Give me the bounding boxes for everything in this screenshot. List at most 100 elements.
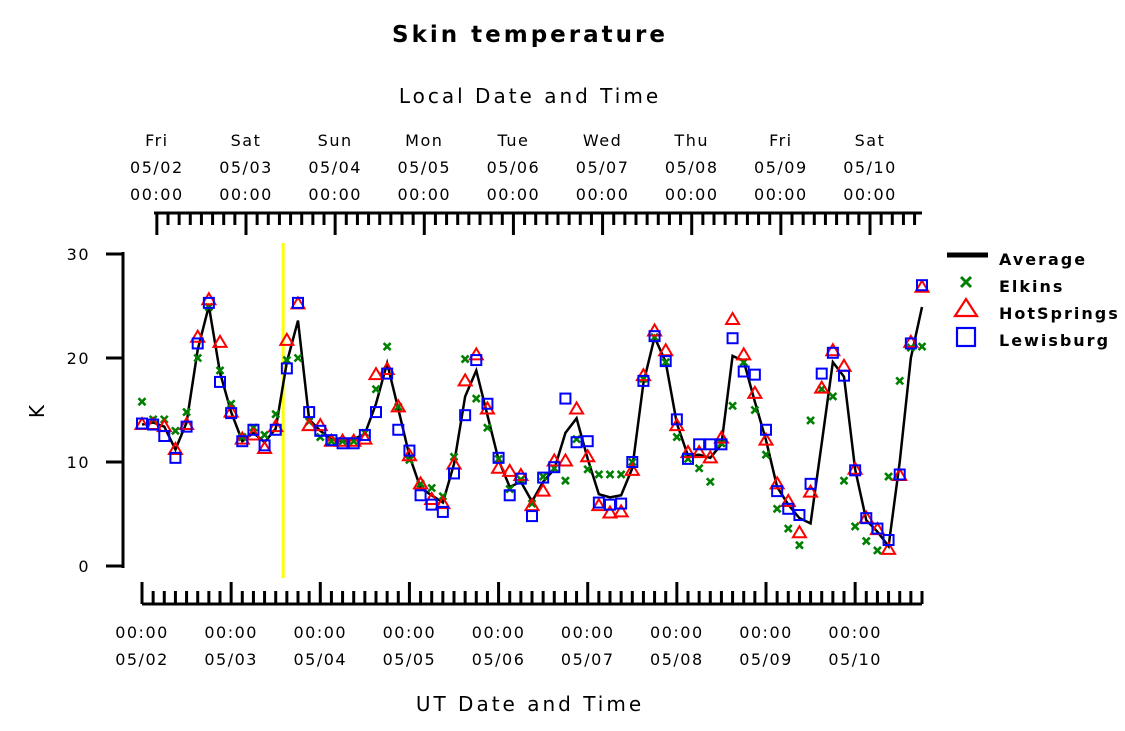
lewisburg-point [514, 472, 527, 485]
bottom-axis: 00:00 05/02 00:00 05/03 00:00 05/04 00:00 05/05… [115, 582, 924, 669]
elkins-point-stroke [806, 415, 815, 425]
lewisburg-point [871, 522, 884, 535]
lewisburg-point [637, 374, 650, 387]
top-tick-label-time: 00:00 [130, 185, 184, 204]
elkins-point [271, 409, 281, 419]
top-tick-label-day: Tue [497, 131, 530, 150]
hotsprings-point [791, 524, 808, 539]
elkins-point [783, 524, 793, 533]
elkins-point [694, 463, 704, 473]
lewisburg-point [604, 498, 616, 511]
lewisburg-point [158, 430, 171, 442]
elkins-point-stroke [895, 376, 905, 386]
elkins-point-stroke [917, 342, 927, 351]
hotsprings-point [256, 440, 273, 454]
elkins-point [795, 540, 804, 550]
elkins-point-stroke [193, 353, 203, 363]
y-axis: 0 10 20 30 [67, 245, 125, 576]
hotsprings-point [590, 497, 608, 512]
elkins-point [728, 401, 737, 411]
y-tick-label: 0 [78, 557, 90, 576]
elkins-point [884, 472, 893, 481]
hotsprings-point [546, 452, 563, 467]
lewisburg-point [169, 451, 182, 464]
elkins-point [616, 470, 626, 479]
elkins-point [505, 484, 515, 494]
lewisburg-point [782, 502, 795, 515]
elkins-point [873, 545, 882, 555]
legend-swatch-lewisburg [955, 326, 977, 348]
lewisburg-point [826, 346, 839, 359]
elkins-point [382, 342, 392, 351]
lewisburg-point [849, 464, 862, 477]
elkins-point [538, 472, 548, 481]
elkins-point [605, 470, 615, 479]
elkins-point [839, 476, 849, 486]
lewisburg-point [436, 505, 449, 518]
elkins-point [182, 407, 191, 417]
top-tick-label-date: 05/07 [576, 158, 630, 177]
elkins-point-stroke [538, 472, 548, 481]
lewisburg-point [370, 406, 382, 419]
lewisburg-point [214, 375, 226, 388]
elkins-point [895, 376, 905, 386]
bottom-tick-label-date: 05/05 [383, 650, 437, 669]
bottom-tick-label-date: 05/06 [472, 650, 526, 669]
hotsprings-point [724, 311, 741, 326]
elkins-point-stroke [315, 432, 325, 442]
lewisburg-point [804, 477, 817, 490]
elkins-point [772, 504, 782, 514]
elkins-point-stroke [828, 392, 838, 401]
lewisburg-point [570, 436, 583, 449]
top-tick-label-date: 05/09 [754, 158, 808, 177]
hotsprings-point [222, 403, 240, 418]
top-tick-label-date: 05/03 [219, 158, 273, 177]
y-tick-label: 10 [67, 453, 90, 472]
lewisburg-point [381, 367, 394, 380]
elkins-point-stroke [861, 536, 871, 546]
bottom-tick-label-time: 00:00 [739, 623, 793, 642]
hotsprings-point [768, 475, 786, 490]
elkins-point-stroke [583, 464, 593, 474]
hotsprings-point [423, 490, 440, 505]
lewisburg-point [503, 489, 516, 502]
lewisburg-point [893, 468, 906, 481]
elkins-point-stroke [293, 353, 303, 363]
lewisburg-point [581, 435, 594, 448]
lewisburg-point [459, 409, 472, 422]
elkins-point [460, 354, 470, 364]
top-tick-label-day: Fri [769, 131, 793, 150]
hotsprings-point [534, 482, 552, 497]
elkins-point [494, 454, 503, 464]
hotsprings-point [312, 417, 329, 432]
elkins-point-stroke [182, 407, 191, 417]
lewisburg-point [147, 418, 160, 431]
elkins-point-stroke [171, 426, 180, 436]
elkins-point [806, 415, 815, 425]
top-tick-label-date: 05/04 [308, 158, 362, 177]
elkins-point [561, 476, 570, 486]
lewisburg-point [136, 417, 148, 430]
lewisburg-point [882, 534, 895, 546]
hotsprings-point [913, 278, 931, 293]
top-tick-label-time: 00:00 [843, 185, 897, 204]
hotsprings-point [490, 459, 507, 474]
elkins-point-stroke [795, 540, 804, 550]
hotsprings-point [278, 331, 296, 346]
series-lewisburg [136, 279, 928, 546]
elkins-point-stroke [427, 483, 437, 493]
lewisburg-point [592, 496, 605, 509]
elkins-point-stroke [215, 366, 225, 375]
top-tick-label-date: 05/06 [487, 158, 541, 177]
lewisburg-point [559, 392, 572, 405]
hotsprings-point [802, 483, 819, 498]
elkins-point [917, 342, 927, 351]
bottom-tick-label-time: 00:00 [650, 623, 704, 642]
hotsprings-point [902, 333, 920, 348]
bottom-tick-label-time: 00:00 [115, 623, 169, 642]
lewisburg-point [425, 498, 438, 511]
hotsprings-point [300, 417, 318, 432]
lewisburg-point [347, 437, 360, 450]
lewisburg-point [860, 512, 873, 525]
hotsprings-point [456, 372, 474, 387]
